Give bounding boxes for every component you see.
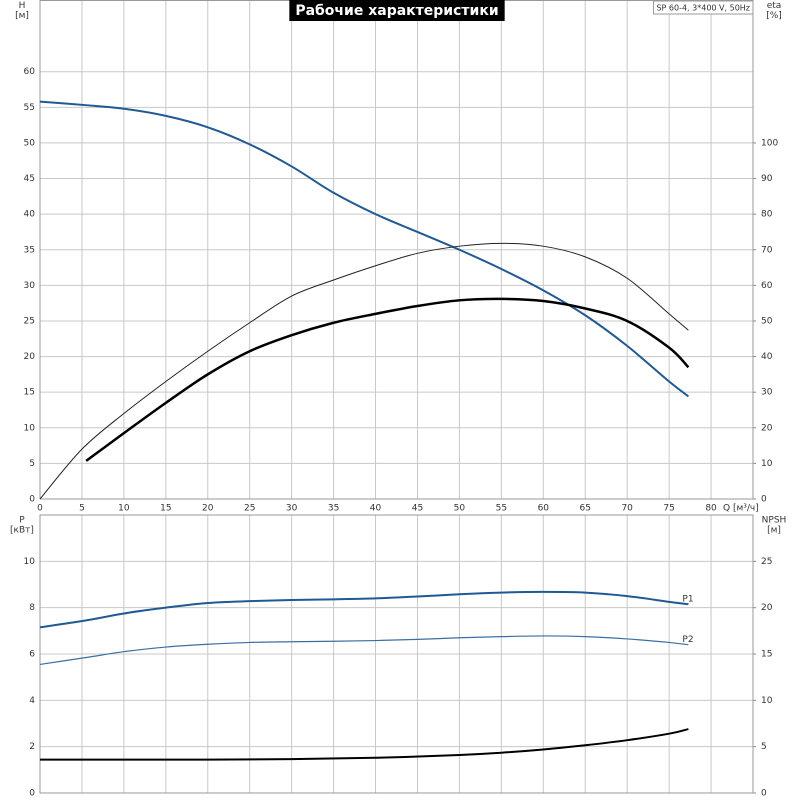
y2-tick-label: 5 <box>761 742 767 752</box>
y2-tick-label: 10 <box>761 459 773 469</box>
y-tick-label: 45 <box>24 174 35 184</box>
y-tick-label: 35 <box>24 245 35 255</box>
x-tick-label: 65 <box>580 504 591 514</box>
x-tick-label: 55 <box>496 504 507 514</box>
annotation-box <box>652 0 754 15</box>
y-tick-label: 10 <box>24 557 36 567</box>
series-line <box>39 100 690 398</box>
y-tick-label: 25 <box>24 316 35 326</box>
series-line <box>85 297 690 462</box>
series-line <box>39 242 689 500</box>
x-tick-label: 60 <box>538 504 550 514</box>
x-tick-label: 25 <box>244 504 255 514</box>
y-tick-label: 2 <box>29 742 35 752</box>
y2-tick-label: 10 <box>761 696 773 706</box>
y-tick-label: 40 <box>24 210 36 220</box>
y2-tick-label: 25 <box>761 557 772 567</box>
x-tick-label: 15 <box>160 504 171 514</box>
y2-tick-label: 90 <box>761 174 773 184</box>
x-tick-label: 30 <box>286 504 298 514</box>
y-tick-label: 5 <box>29 459 35 469</box>
y-tick-label: 8 <box>29 603 35 613</box>
series-label: P1 <box>682 595 693 605</box>
y2-axis-label: NPSH <box>762 516 787 526</box>
x-tick-label: 45 <box>412 504 423 514</box>
series-line <box>39 635 689 666</box>
y-tick-label: 0 <box>29 789 35 799</box>
y2-tick-label: 60 <box>761 281 773 291</box>
y2-tick-label: 80 <box>761 210 773 220</box>
x-tick-label: 40 <box>370 504 382 514</box>
x-tick-label: 80 <box>705 504 717 514</box>
x-tick-label: 35 <box>328 504 339 514</box>
x-tick-label: 50 <box>454 504 466 514</box>
y-tick-label: 55 <box>24 103 35 113</box>
y2-tick-label: 70 <box>761 245 773 255</box>
y-tick-label: 4 <box>29 696 35 706</box>
y2-tick-label: 15 <box>761 650 772 660</box>
x-tick-label: 20 <box>202 504 214 514</box>
y-tick-label: 30 <box>24 281 36 291</box>
y2-axis-label: eta <box>767 1 782 11</box>
y-axis-label: [м] <box>15 11 29 21</box>
plot-frame <box>39 514 754 794</box>
x-tick-label: 75 <box>663 504 674 514</box>
y-axis-label: [кВт] <box>10 526 34 536</box>
y2-tick-label: 40 <box>761 352 773 362</box>
x-tick-label: 5 <box>79 504 85 514</box>
y2-axis-label: [м] <box>767 526 781 536</box>
y2-tick-label: 0 <box>761 789 767 799</box>
y-tick-label: 60 <box>24 67 36 77</box>
y-axis-label: P <box>19 516 25 526</box>
series-line <box>39 590 689 629</box>
y2-tick-label: 30 <box>761 388 773 398</box>
y-tick-label: 10 <box>24 423 36 433</box>
y2-tick-label: 50 <box>761 316 773 326</box>
y-tick-label: 15 <box>24 388 35 398</box>
annotation: SP 60-4, 3*400 V, 50Hz <box>656 4 750 13</box>
x-tick-label: 70 <box>621 504 633 514</box>
series-line <box>40 728 689 761</box>
x-tick-label: 0 <box>37 504 43 514</box>
y-tick-label: 6 <box>29 650 35 660</box>
y-axis-label: H <box>19 1 26 11</box>
y2-tick-label: 100 <box>761 138 778 148</box>
x-axis-label: Q [м³/ч] <box>723 504 759 514</box>
y2-tick-label: 20 <box>761 423 773 433</box>
x-tick-label: 10 <box>118 504 130 514</box>
y-tick-label: 0 <box>29 495 35 505</box>
y2-tick-label: 20 <box>761 603 773 613</box>
title-box <box>289 0 505 21</box>
y-tick-label: 20 <box>24 352 36 362</box>
chart-title: Рабочие характеристики <box>295 3 498 19</box>
y-tick-label: 50 <box>24 138 36 148</box>
y2-axis-label: [%] <box>766 11 782 21</box>
series-label: P2 <box>682 635 693 645</box>
y2-tick-label: 0 <box>761 495 767 505</box>
